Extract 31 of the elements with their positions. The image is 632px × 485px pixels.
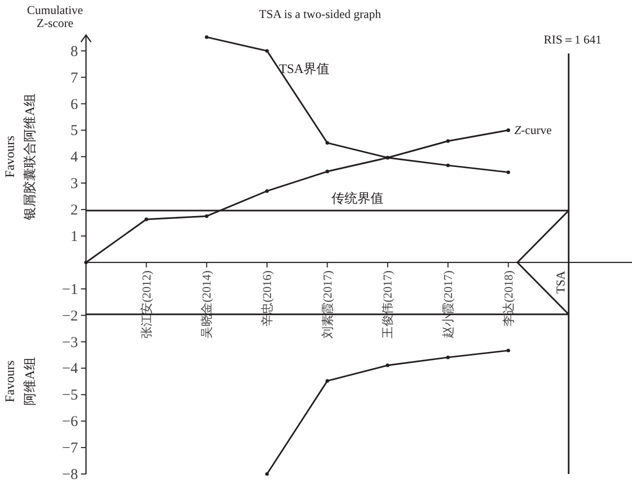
y-tick-label: 1 [70, 228, 78, 245]
y-tick-label: −2 [62, 308, 78, 324]
y-tick-label: 6 [70, 96, 78, 113]
x-tick-label: 李达(2018) [501, 270, 516, 326]
y-tick-label: −5 [62, 388, 78, 404]
y-tick-label: 3 [70, 176, 78, 192]
y-tick-label: 8 [70, 44, 78, 60]
x-tick-label: 刘素霞(2017) [320, 270, 334, 338]
y-tick-label: −1 [62, 282, 78, 298]
chart-title: TSA is a two-sided graph [259, 7, 381, 21]
y-tick-label: 2 [70, 202, 78, 219]
x-tick-label: 王俊伟(2017) [380, 270, 395, 338]
series-label: TSA界值 [278, 60, 330, 76]
ref-line-label: 传统界值 [331, 190, 384, 206]
y-tick-label: 4 [70, 150, 78, 166]
y-tick-label: −4 [62, 361, 78, 378]
y-tick-label: −7 [62, 440, 78, 457]
x-tick-label: 吴晓金(2014) [200, 270, 214, 338]
text: Favours 银屑胶囊联合阿维A组 [2, 93, 37, 221]
text: RIS＝1 641 [544, 32, 602, 47]
x-tick-label: 张江安(2012) [139, 270, 154, 338]
annotation: TSA [554, 270, 568, 294]
y-tick-label: −6 [62, 414, 78, 430]
y-tick-label: 5 [70, 123, 78, 140]
y-tick-label: −3 [62, 334, 78, 351]
y-axis-title: Cumulative Z-score [27, 3, 83, 30]
series-label: Z-curve [514, 123, 552, 138]
y-tick-label: −8 [62, 467, 78, 483]
y-tick-label: 7 [70, 70, 78, 86]
x-tick-label: 赵小霞(2017) [440, 270, 455, 338]
text: Favours 阿维A组 [2, 357, 37, 406]
